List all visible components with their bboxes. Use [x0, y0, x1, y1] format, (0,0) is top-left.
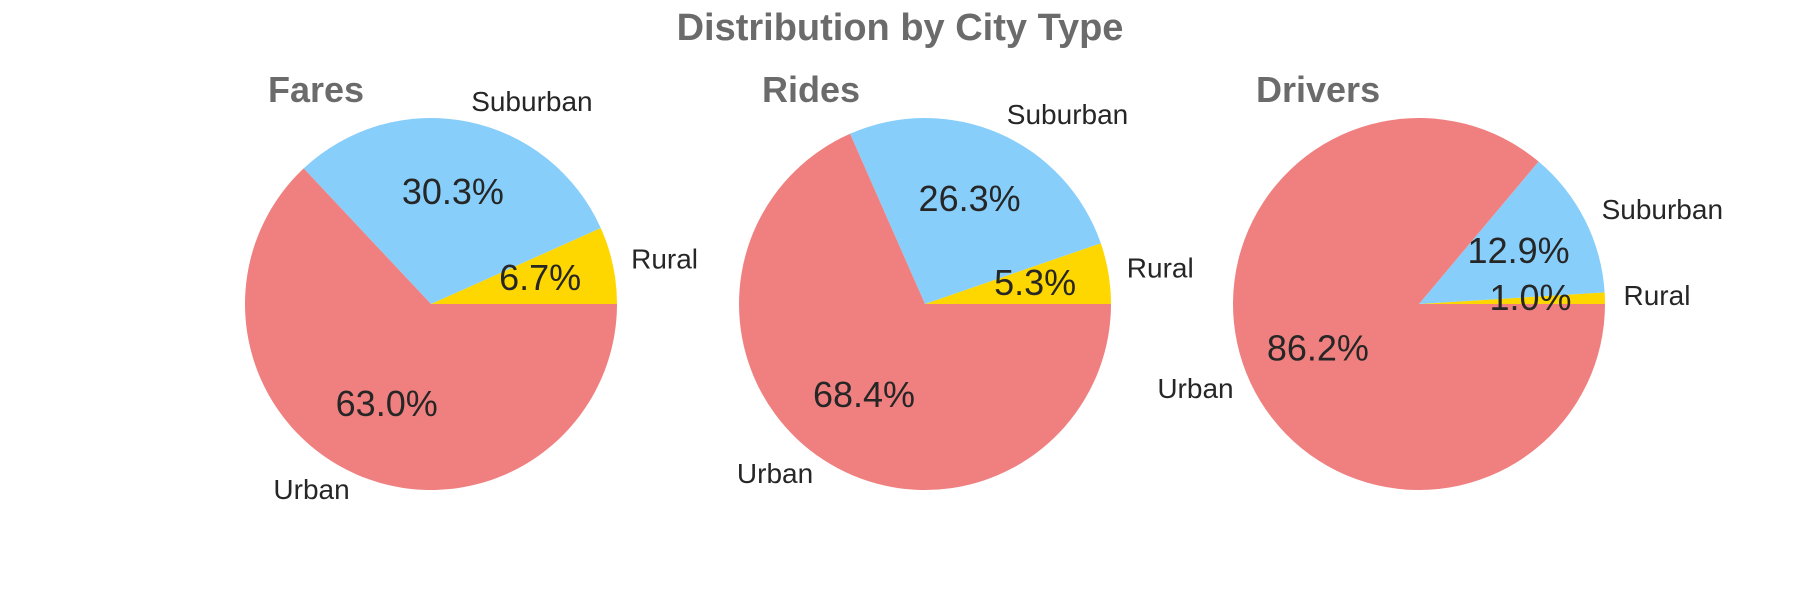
percent-label-rural: 1.0% — [1489, 277, 1571, 318]
pie-slice-rural — [431, 227, 617, 304]
slice-label-suburban: Suburban — [471, 86, 592, 117]
slice-label-suburban: Suburban — [1602, 194, 1723, 225]
pie-slice-urban — [244, 168, 617, 490]
pie-slice-suburban — [850, 118, 1101, 304]
pie-chart-fares: Rural Suburban Urban 6.7% 30.3% 63.0% Fares — [244, 69, 698, 505]
percent-label-suburban: 30.3% — [402, 171, 504, 212]
percent-label-urban: 68.4% — [813, 374, 915, 415]
pie-chart-drivers: Rural Suburban Urban 1.0% 12.9% 86.2% Drivers — [1157, 69, 1723, 491]
pie-title-drivers: Drivers — [1256, 69, 1380, 110]
percent-label-suburban: 12.9% — [1468, 230, 1570, 271]
pie-slice-urban — [739, 133, 1111, 491]
pie-slice-suburban — [303, 117, 601, 304]
slice-label-urban: Urban — [1157, 373, 1233, 404]
pie-chart-rides: Rural Suburban Urban 5.3% 26.3% 68.4% Rides — [737, 69, 1194, 491]
pie-title-fares: Fares — [268, 69, 364, 110]
slice-label-urban: Urban — [737, 458, 813, 489]
percent-label-rural: 5.3% — [994, 262, 1076, 303]
percent-label-rural: 6.7% — [499, 257, 581, 298]
slice-label-rural: Rural — [1624, 280, 1691, 311]
pie-slice-suburban — [1419, 161, 1605, 304]
percent-label-urban: 63.0% — [336, 383, 438, 424]
percent-label-suburban: 26.3% — [919, 178, 1021, 219]
pie-slice-urban — [1232, 118, 1605, 491]
figure-title: Distribution by City Type — [677, 7, 1124, 49]
slice-label-urban: Urban — [273, 474, 349, 505]
pie-slice-rural — [925, 243, 1111, 304]
slice-label-rural: Rural — [631, 244, 698, 275]
pie-slice-rural — [1419, 292, 1605, 304]
slice-label-suburban: Suburban — [1007, 99, 1128, 130]
percent-label-urban: 86.2% — [1267, 328, 1369, 369]
pie-title-rides: Rides — [762, 69, 860, 110]
slice-label-rural: Rural — [1127, 252, 1194, 283]
